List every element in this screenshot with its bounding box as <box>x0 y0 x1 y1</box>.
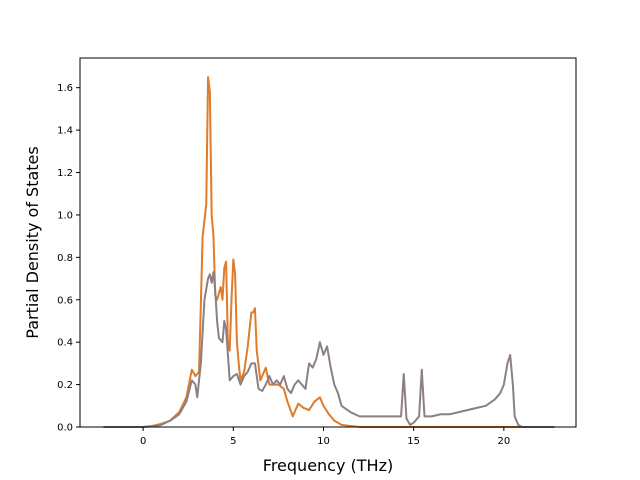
x-axis-label: Frequency (THz) <box>263 456 393 475</box>
series-line-2 <box>103 271 555 428</box>
y-tick-label: 0.2 <box>57 380 73 391</box>
y-axis-label: Partial Density of States <box>23 146 42 338</box>
x-tick-label: 20 <box>497 436 510 447</box>
y-tick-label: 1.6 <box>57 83 73 94</box>
y-tick-label: 1.2 <box>57 168 73 179</box>
y-tick-label: 0.8 <box>57 253 73 264</box>
y-tick-label: 0.4 <box>57 338 73 349</box>
series-layer <box>103 76 555 428</box>
x-tick-label: 10 <box>317 436 330 447</box>
y-tick-label: 0.0 <box>57 423 73 434</box>
axes-frame <box>79 57 577 428</box>
axis-layer: 0 5 10 15 20 0.0 0.2 0.4 0.6 0.8 1.0 1.2 1.4 1.6 <box>57 57 577 447</box>
series-line-1 <box>103 76 555 428</box>
x-tick-label: 5 <box>230 436 236 447</box>
x-tick-label: 0 <box>140 436 146 447</box>
y-tick-label: 1.4 <box>57 126 73 137</box>
x-tick-label: 15 <box>407 436 420 447</box>
y-tick-label: 0.6 <box>57 295 73 306</box>
y-tick-label: 1.0 <box>57 210 73 221</box>
